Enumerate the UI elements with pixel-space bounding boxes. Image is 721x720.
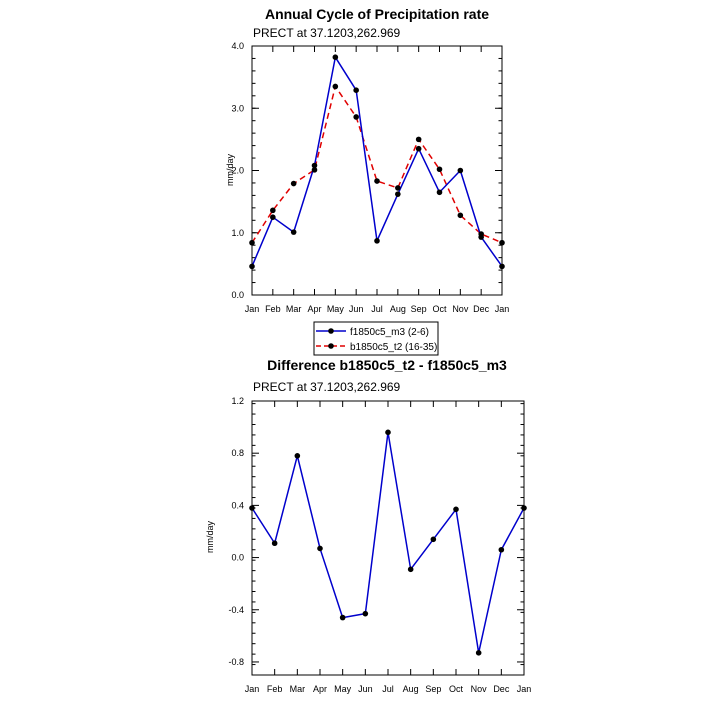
bottom-series-1-point xyxy=(475,650,482,656)
top-x-tick-label: Sep xyxy=(411,304,427,314)
bottom-x-tick-label: May xyxy=(334,684,352,694)
bottom-chart-ylabel: mm/day xyxy=(205,521,215,554)
bottom-x-tick-label: Jan xyxy=(245,684,260,694)
bottom-series-1-point xyxy=(339,614,346,621)
bottom-x-tick-label: Jan xyxy=(517,684,532,694)
top-series-2-point xyxy=(353,114,359,120)
bottom-x-tick-label: Sep xyxy=(425,684,441,694)
legend-label-series-1: f1850c5_m3 (2-6) xyxy=(350,327,429,338)
top-series-1-point xyxy=(395,191,401,197)
top-y-tick-label: 3.0 xyxy=(231,103,244,113)
bottom-y-tick-label: 0.8 xyxy=(231,448,244,458)
bottom-x-tick-label: Apr xyxy=(313,684,327,694)
bottom-series-1-point xyxy=(453,506,459,513)
bottom-chart-subtitle: PRECT at 37.1203,262.969 xyxy=(253,380,401,394)
top-series-1-point xyxy=(249,263,255,270)
top-y-tick-label: 0.0 xyxy=(231,290,244,300)
top-x-tick-label: Feb xyxy=(265,304,281,314)
top-series-2-point xyxy=(478,231,484,237)
top-series-1-point xyxy=(332,54,339,61)
top-series-1-point xyxy=(457,167,464,174)
bottom-y-tick-label: -0.4 xyxy=(228,605,244,615)
bottom-series-1-point xyxy=(362,610,369,617)
top-series-2-point xyxy=(436,166,443,173)
top-y-tick-label: 4.0 xyxy=(231,41,244,51)
bottom-x-tick-label: Feb xyxy=(267,684,283,694)
top-x-tick-label: Jul xyxy=(371,304,383,314)
top-series-2-point xyxy=(249,239,255,246)
top-x-tick-label: Oct xyxy=(432,304,447,314)
top-series-1-point xyxy=(270,214,276,220)
top-series-2-point xyxy=(290,180,297,187)
top-y-tick-label: 2.0 xyxy=(231,166,244,176)
top-x-tick-label: Jun xyxy=(349,304,364,314)
bottom-series-1-point xyxy=(317,545,323,552)
bottom-y-tick-label: 0.0 xyxy=(231,553,244,563)
top-series-2-point xyxy=(395,185,401,191)
top-x-tick-label: Nov xyxy=(452,304,469,314)
top-series-2-point xyxy=(270,207,276,214)
top-x-tick-label: Mar xyxy=(286,304,302,314)
bottom-series-1-point xyxy=(294,453,301,459)
top-x-tick-label: Apr xyxy=(307,304,321,314)
top-chart-title: Annual Cycle of Precipitation rate xyxy=(265,6,489,22)
bottom-series-1-point xyxy=(521,505,527,511)
bottom-y-tick-label: 0.4 xyxy=(231,500,244,510)
bottom-x-tick-label: Jun xyxy=(358,684,373,694)
bottom-line-chart: Jan Feb Mar Apr May Jun Jul Aug Sep Oct Nov Dec Jan -… xyxy=(228,396,531,694)
top-series-1-point xyxy=(290,229,297,235)
bottom-y-tick-label: -0.8 xyxy=(228,657,244,667)
top-y-tick-label: 1.0 xyxy=(231,228,244,238)
bottom-x-tick-label: Jul xyxy=(382,684,394,694)
top-series-1-line xyxy=(251,56,503,267)
top-series-1-point xyxy=(353,87,359,93)
legend: f1850c5_m3 (2-6) b1850c5_t2 (16-35) xyxy=(313,321,439,356)
top-series-1-point xyxy=(374,238,380,244)
top-series-1-point xyxy=(415,145,422,152)
top-series-2-point xyxy=(332,83,339,90)
top-chart-ylabel: mm/day xyxy=(225,154,235,187)
top-series-2-point xyxy=(457,212,464,219)
legend-box xyxy=(313,321,439,356)
legend-marker-series-1 xyxy=(328,328,334,334)
bottom-y-tick-label: 1.2 xyxy=(231,396,244,406)
top-series-2-point xyxy=(311,167,318,173)
bottom-series-1-line xyxy=(251,431,525,654)
legend-marker-series-2 xyxy=(328,343,334,349)
top-series-2-point xyxy=(374,178,380,184)
top-series-1-point xyxy=(499,263,505,270)
top-series-2-line xyxy=(251,85,503,244)
top-line-chart: Jan Feb Mar Apr May Jun Jul Aug Sep Oct Nov Dec Jan0… xyxy=(231,41,509,314)
top-x-tick-label: Jan xyxy=(495,304,510,314)
top-chart-subtitle: PRECT at 37.1203,262.969 xyxy=(253,26,401,40)
top-plot-frame xyxy=(251,45,503,296)
top-series-2-point xyxy=(415,136,422,143)
top-series-1-point xyxy=(311,162,318,169)
top-series-1-point xyxy=(436,189,443,196)
top-x-tick-label: Jan xyxy=(245,304,260,314)
bottom-series-1-point xyxy=(430,536,437,543)
bottom-series-1-point xyxy=(249,505,255,511)
bottom-x-tick-label: Nov xyxy=(471,684,488,694)
top-x-tick-label: Aug xyxy=(390,304,406,314)
bottom-x-tick-label: Oct xyxy=(449,684,464,694)
legend-label-series-2: b1850c5_t2 (16-35) xyxy=(350,342,437,353)
bottom-series-1-point xyxy=(271,540,278,547)
bottom-series-1-point xyxy=(498,546,505,553)
top-x-tick-label: Dec xyxy=(473,304,490,314)
bottom-x-tick-label: Mar xyxy=(290,684,306,694)
bottom-x-tick-label: Aug xyxy=(403,684,419,694)
top-series-2-point xyxy=(499,239,505,246)
bottom-series-1-point xyxy=(385,429,391,436)
top-x-tick-label: May xyxy=(327,304,345,314)
bottom-chart-title: Difference b1850c5_t2 - f1850c5_m3 xyxy=(267,357,507,373)
bottom-x-tick-label: Dec xyxy=(493,684,510,694)
bottom-series-1-point xyxy=(407,566,414,573)
